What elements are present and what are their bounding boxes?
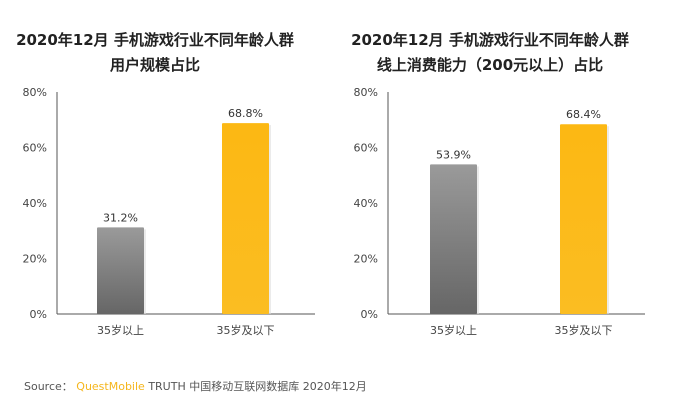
data-label: 68.4% bbox=[566, 108, 601, 121]
y-tick-label: 60% bbox=[23, 142, 47, 155]
y-tick-label: 20% bbox=[23, 253, 47, 266]
title-line: 用户规模占比 bbox=[109, 56, 200, 74]
y-tick-label: 40% bbox=[23, 197, 47, 210]
y-tick-label: 0% bbox=[30, 308, 47, 321]
y-tick-label: 80% bbox=[23, 86, 47, 99]
title-line: 2020年12月 手机游戏行业不同年龄人群 bbox=[351, 31, 629, 49]
bar bbox=[430, 164, 477, 314]
data-label: 31.2% bbox=[103, 211, 138, 224]
y-tick-label: 20% bbox=[354, 253, 378, 266]
y-tick-label: 0% bbox=[361, 308, 378, 321]
bar bbox=[560, 124, 607, 314]
data-label: 68.8% bbox=[228, 107, 263, 120]
title-line: 线上消费能力（200元以上）占比 bbox=[376, 56, 604, 74]
x-tick-label: 35岁及以下 bbox=[555, 323, 613, 337]
source-label: Source： bbox=[24, 380, 73, 393]
chart-2-title: 2020年12月 手机游戏行业不同年龄人群 线上消费能力（200元以上）占比 bbox=[340, 28, 640, 78]
title-line: 2020年12月 手机游戏行业不同年龄人群 bbox=[16, 31, 294, 49]
x-tick-label: 35岁以上 bbox=[430, 323, 477, 337]
bar bbox=[97, 227, 144, 314]
source-text: TRUTH 中国移动互联网数据库 2020年12月 bbox=[148, 380, 367, 393]
bar bbox=[222, 123, 269, 314]
data-label: 53.9% bbox=[436, 148, 471, 161]
source-note: Source： QuestMobile TRUTH 中国移动互联网数据库 202… bbox=[24, 378, 367, 394]
y-tick-label: 80% bbox=[354, 86, 378, 99]
source-brand: QuestMobile bbox=[76, 380, 145, 393]
y-tick-label: 40% bbox=[354, 197, 378, 210]
x-tick-label: 35岁及以下 bbox=[217, 323, 275, 337]
y-tick-label: 60% bbox=[354, 142, 378, 155]
chart-1-title: 2020年12月 手机游戏行业不同年龄人群 用户规模占比 bbox=[5, 28, 305, 78]
x-tick-label: 35岁以上 bbox=[97, 323, 144, 337]
